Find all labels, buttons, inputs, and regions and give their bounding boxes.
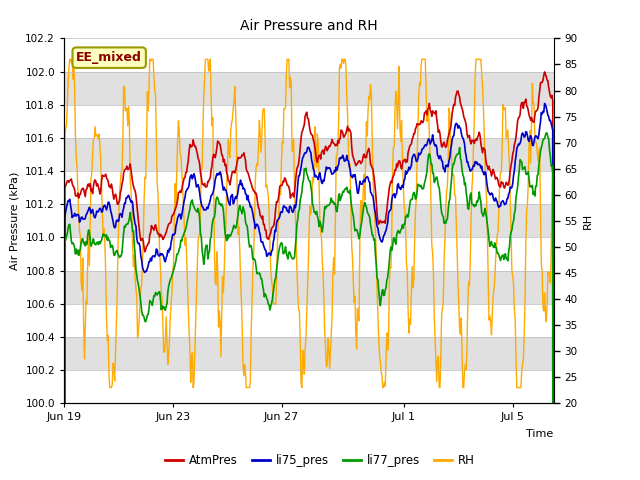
Bar [64, 204, 554, 238]
Text: Time: Time [526, 429, 554, 439]
Bar [64, 271, 554, 304]
Y-axis label: Air Pressure (kPa): Air Pressure (kPa) [10, 172, 20, 270]
Bar [64, 337, 554, 370]
Title: Air Pressure and RH: Air Pressure and RH [240, 19, 378, 33]
Bar [64, 138, 554, 171]
Legend: AtmPres, li75_pres, li77_pres, RH: AtmPres, li75_pres, li77_pres, RH [161, 449, 479, 472]
Bar [64, 72, 554, 105]
Y-axis label: RH: RH [583, 213, 593, 229]
Text: EE_mixed: EE_mixed [76, 51, 142, 64]
